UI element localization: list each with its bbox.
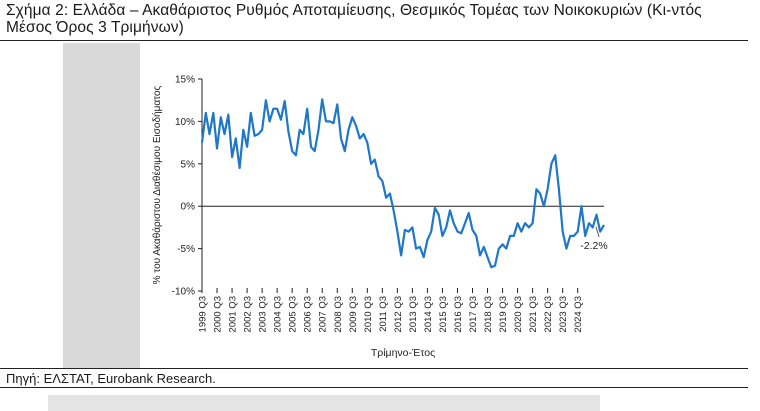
x-tick-label: 2007 Q3 — [318, 296, 329, 332]
bottom-grey-strip — [48, 395, 600, 411]
x-tick-label: 2019 Q3 — [498, 296, 509, 332]
series-line — [200, 98, 605, 269]
figure-title: Σχήμα 2: Ελλάδα – Ακαθάριστος Ρυθμός Απο… — [6, 2, 702, 36]
title-rule — [0, 40, 748, 41]
x-tick-label: 2009 Q3 — [348, 296, 359, 332]
source-note: Πηγή: ΕΛΣΤΑΤ, Eurobank Research. — [6, 371, 216, 386]
y-tick-label: 5% — [181, 159, 196, 170]
y-axis-label: % του Ακαθάριστου Διαθέσιμου Εισοδήματος — [151, 85, 163, 284]
source-top-rule — [0, 368, 748, 369]
x-tick-label: 2001 Q3 — [228, 296, 239, 332]
x-tick-label: 2006 Q3 — [303, 296, 314, 332]
x-tick-label: 2013 Q3 — [408, 296, 419, 332]
x-axis-label: Τρίμηνο-Έτος — [371, 347, 435, 359]
y-tick-label: 15% — [175, 75, 195, 86]
x-tick-label: 2015 Q3 — [438, 296, 449, 332]
x-tick-label: 2021 Q3 — [528, 296, 539, 332]
x-tick-label: 2024 Q3 — [573, 296, 584, 332]
x-tick-label: 2004 Q3 — [273, 296, 284, 332]
x-tick-label: 2018 Q3 — [483, 296, 494, 332]
x-tick-label: 2012 Q3 — [393, 296, 404, 332]
x-tick-label: 2008 Q3 — [333, 296, 344, 332]
y-tick-label: 0% — [181, 202, 196, 213]
saving-rate-line-chart: % του Ακαθάριστου Διαθέσιμου Εισοδήματος… — [151, 75, 608, 360]
x-tick-label: 1999 Q3 — [198, 296, 209, 332]
x-tick-label: 2016 Q3 — [453, 296, 464, 332]
x-tick-label: 2017 Q3 — [468, 296, 479, 332]
x-tick-label: 2014 Q3 — [423, 296, 434, 332]
source-bottom-rule — [0, 387, 748, 388]
x-tick-label: 2002 Q3 — [243, 296, 254, 332]
last-value-annotation: -2.2% — [580, 240, 607, 252]
y-tick-label: -10% — [172, 287, 195, 298]
x-tick-label: 2023 Q3 — [558, 296, 569, 332]
x-tick-label: 2010 Q3 — [363, 296, 374, 332]
x-tick-label: 2011 Q3 — [378, 296, 389, 332]
x-tick-label: 2000 Q3 — [213, 296, 224, 332]
x-tick-label: 2022 Q3 — [543, 296, 554, 332]
y-tick-label: -5% — [177, 244, 195, 255]
y-tick-label: 10% — [175, 117, 195, 128]
x-tick-label: 2005 Q3 — [288, 296, 299, 332]
x-tick-label: 2003 Q3 — [258, 296, 269, 332]
annotation-leader — [595, 226, 600, 237]
x-tick-label: 2020 Q3 — [513, 296, 524, 332]
